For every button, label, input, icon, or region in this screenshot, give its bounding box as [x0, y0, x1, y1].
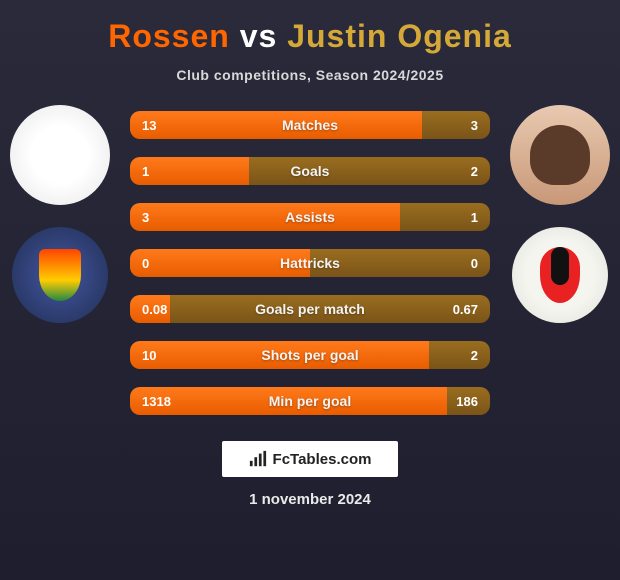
stat-bar: 0.08 Goals per match 0.67	[130, 295, 490, 323]
stat-value-right: 0	[471, 256, 478, 271]
stat-value-right: 2	[471, 348, 478, 363]
stat-label: Assists	[285, 209, 335, 225]
stat-value-right: 186	[456, 394, 478, 409]
stat-bar: 13 Matches 3	[130, 111, 490, 139]
stat-value-right: 1	[471, 210, 478, 225]
stat-bar: 1 Goals 2	[130, 157, 490, 185]
stat-value-left: 0	[142, 256, 149, 271]
stat-value-right: 0.67	[453, 302, 478, 317]
stat-bar: 3 Assists 1	[130, 203, 490, 231]
stat-bar-fill	[130, 111, 422, 139]
brand-text: FcTables.com	[273, 451, 372, 468]
stat-value-left: 1318	[142, 394, 171, 409]
stat-bar-fill	[130, 203, 400, 231]
stat-label: Shots per goal	[261, 347, 358, 363]
date-text: 1 november 2024	[20, 491, 600, 508]
stat-value-left: 1	[142, 164, 149, 179]
stat-value-right: 3	[471, 118, 478, 133]
player2-avatar	[510, 105, 610, 205]
stat-label: Matches	[282, 117, 338, 133]
vs-text: vs	[240, 18, 278, 54]
player1-club-badge	[12, 227, 108, 323]
brand-logo: FcTables.com	[222, 441, 398, 477]
stat-label: Goals per match	[255, 301, 365, 317]
player2-club-badge	[512, 227, 608, 323]
stat-bar: 1318 Min per goal 186	[130, 387, 490, 415]
stat-value-left: 10	[142, 348, 156, 363]
stat-label: Min per goal	[269, 393, 351, 409]
page-title: Rossen vs Justin Ogenia	[0, 18, 620, 55]
stats-column: 13Matches31Goals23Assists10Hattricks00.0…	[130, 111, 490, 415]
player1-name: Rossen	[108, 18, 230, 54]
brand-chart-icon	[249, 450, 267, 468]
player2-name: Justin Ogenia	[287, 18, 512, 54]
stat-value-left: 13	[142, 118, 156, 133]
stat-value-left: 3	[142, 210, 149, 225]
stat-value-left: 0.08	[142, 302, 167, 317]
player1-avatar	[10, 105, 110, 205]
stat-label: Goals	[291, 163, 330, 179]
stat-label: Hattricks	[280, 255, 340, 271]
main-area: 13Matches31Goals23Assists10Hattricks00.0…	[0, 111, 620, 508]
season-subtitle: Club competitions, Season 2024/2025	[0, 67, 620, 83]
stat-value-right: 2	[471, 164, 478, 179]
infographic-container: Rossen vs Justin Ogenia Club competition…	[0, 0, 620, 580]
stat-bar: 0 Hattricks 0	[130, 249, 490, 277]
stat-bar: 10 Shots per goal 2	[130, 341, 490, 369]
